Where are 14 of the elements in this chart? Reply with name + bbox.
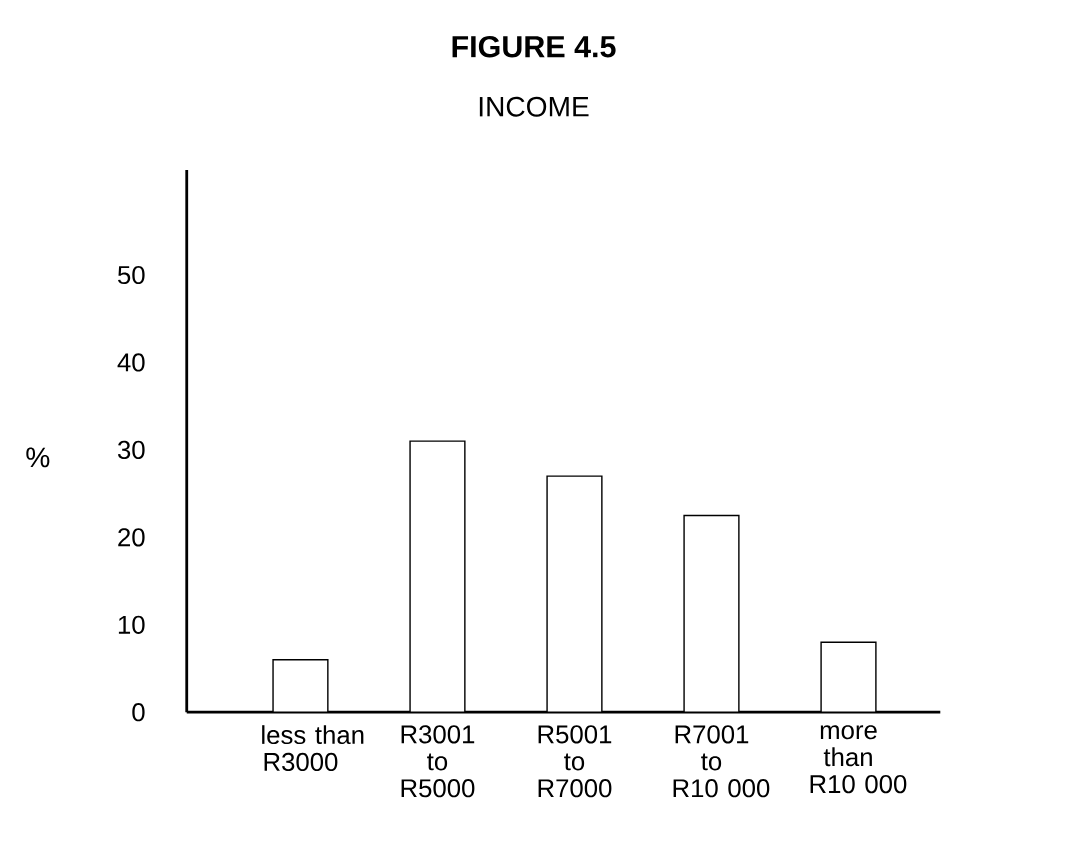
x-tick-label: R5001 to R7000 xyxy=(538,725,612,798)
y-tick-label: 0 xyxy=(132,702,145,722)
x-tick-label: R3001 to R5000 xyxy=(401,725,475,798)
x-tick-label: more than R10 000 xyxy=(810,725,907,794)
chart-subtitle: INCOME xyxy=(479,96,589,117)
y-tick-label: 40 xyxy=(117,353,145,372)
y-axis-title: % xyxy=(26,447,50,468)
y-tick-label: 20 xyxy=(118,528,145,547)
x-tick-label: less than R3000 xyxy=(262,725,364,771)
y-tick-label: 10 xyxy=(118,615,145,634)
y-tick-label: 50 xyxy=(117,265,145,284)
x-tick-label: R7001 to R10 000 xyxy=(673,725,770,798)
y-tick-label: 30 xyxy=(117,440,145,459)
chart-title: FIGURE 4.5 xyxy=(452,35,616,58)
